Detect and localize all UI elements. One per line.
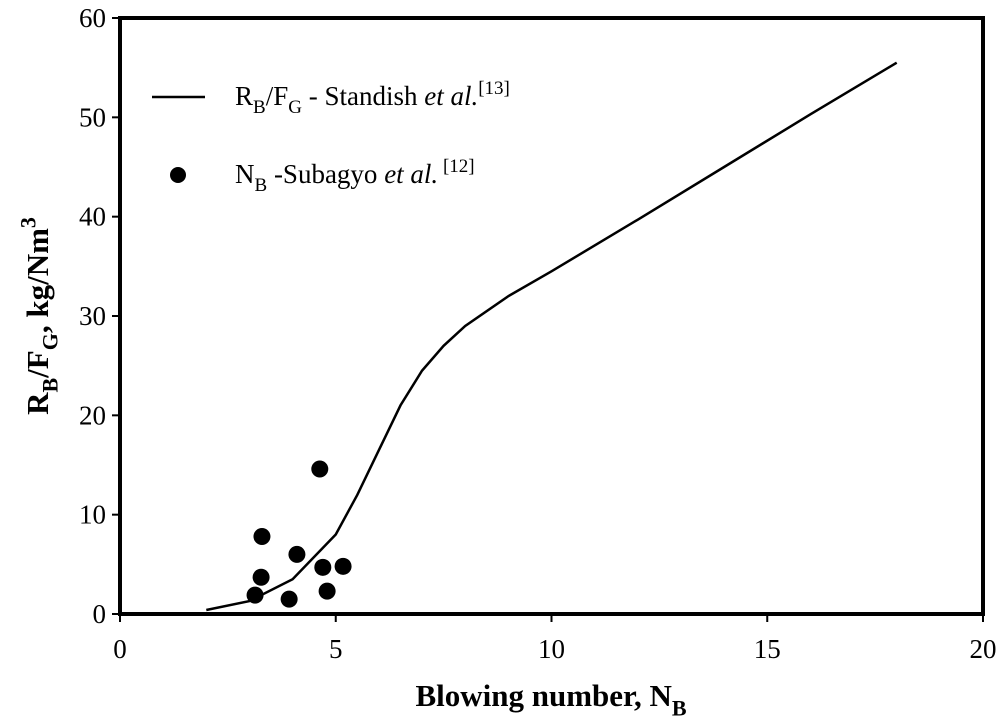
scatter-point: [252, 568, 270, 586]
label-part: et al.: [424, 81, 478, 111]
y-tick-label: 20: [79, 400, 106, 430]
label-part: N: [235, 159, 255, 189]
label-part: G: [37, 333, 62, 350]
label-part: -Subagyo: [267, 159, 384, 189]
scatter-point: [253, 528, 271, 546]
x-tick-label: 10: [538, 634, 565, 664]
series-line: [206, 61, 898, 612]
label-part: /F: [20, 350, 55, 379]
label-part: R: [20, 392, 55, 415]
label-part: G: [288, 97, 302, 118]
x-tick-label: 5: [329, 634, 343, 664]
label-part: Blowing number, N: [415, 678, 671, 713]
label-part: B: [672, 695, 687, 720]
y-axis-label: RB/FG, kg/Nm3: [16, 217, 63, 415]
y-tick-label: 60: [79, 3, 106, 33]
label-part: /F: [266, 81, 289, 111]
x-tick-label: 15: [754, 634, 781, 664]
scatter-point: [288, 545, 306, 563]
label-part: B: [253, 97, 266, 118]
label-part: - Standish: [302, 81, 424, 111]
y-tick-label: 10: [79, 500, 106, 530]
label-part: [12]: [438, 156, 474, 177]
scatter-point: [314, 558, 332, 576]
label-part: 3: [16, 217, 41, 228]
y-tick-label: 40: [79, 202, 106, 232]
y-tick-label: 50: [79, 102, 106, 132]
label-part: R: [235, 81, 253, 111]
x-tick-label: 20: [970, 634, 997, 664]
label-part: et al.: [384, 159, 438, 189]
scatter-point: [280, 590, 298, 608]
scatter-point: [334, 557, 352, 575]
legend-label: RB/FG - Standish et al.[13]: [235, 78, 510, 118]
label-part: , kg/Nm: [20, 228, 55, 333]
x-axis-label: Blowing number, NB: [415, 678, 686, 720]
y-tick-label: 30: [79, 301, 106, 331]
scatter-point: [318, 582, 336, 600]
legend-label: NB -Subagyo et al. [12]: [235, 156, 475, 196]
label-part: B: [255, 175, 268, 196]
label-part: B: [37, 378, 62, 393]
scatter-point: [246, 586, 264, 604]
legend-swatch: [170, 167, 186, 183]
y-tick-label: 0: [93, 599, 107, 629]
x-tick-label: 0: [113, 634, 127, 664]
scatter-point: [311, 460, 329, 478]
label-part: [13]: [478, 78, 510, 99]
